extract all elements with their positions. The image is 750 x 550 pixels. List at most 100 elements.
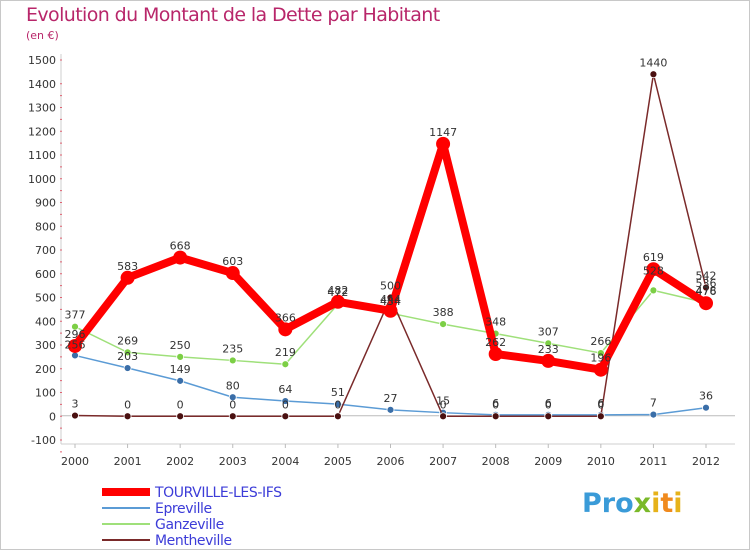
- data-point: [646, 262, 661, 277]
- x-tick-label: 2005: [324, 455, 352, 468]
- data-label: 1147: [429, 126, 457, 139]
- data-point: [330, 294, 345, 309]
- data-label: 0: [229, 398, 236, 411]
- data-label: 482: [327, 284, 348, 297]
- data-point: [281, 412, 290, 421]
- data-point: [702, 283, 710, 292]
- data-label: 603: [222, 255, 243, 268]
- data-point: [702, 403, 710, 412]
- chart-subtitle: (en €): [26, 29, 59, 42]
- data-point: [176, 352, 185, 361]
- data-label: 6: [545, 397, 552, 410]
- data-label: 583: [117, 260, 138, 273]
- y-tick-label: 800: [35, 220, 56, 233]
- y-tick-label: 200: [35, 363, 56, 376]
- data-label: 250: [170, 339, 191, 352]
- legend-label: Mentheville: [155, 533, 232, 549]
- data-point: [334, 400, 342, 409]
- data-point: [491, 412, 500, 421]
- y-tick-label: 900: [35, 197, 56, 210]
- data-point: [281, 397, 290, 405]
- data-point: [123, 364, 132, 372]
- y-tick-label: 1200: [28, 125, 56, 138]
- x-tick-label: 2002: [166, 455, 194, 468]
- data-point: [439, 412, 447, 421]
- x-tick-label: 2001: [114, 455, 142, 468]
- data-label: 0: [597, 398, 604, 411]
- data-point: [278, 322, 293, 337]
- data-point: [71, 351, 79, 360]
- data-label: 64: [278, 383, 292, 396]
- x-tick-label: 2011: [639, 455, 667, 468]
- data-label: 0: [492, 398, 499, 411]
- y-tick-label: -100: [31, 434, 56, 447]
- data-point: [173, 250, 188, 265]
- x-tick-label: 2003: [219, 455, 247, 468]
- data-label: 3: [72, 398, 79, 411]
- data-point: [281, 360, 290, 369]
- y-tick-label: 400: [35, 315, 56, 328]
- data-label: 0: [282, 398, 289, 411]
- data-label: 6: [597, 397, 604, 410]
- data-label: 80: [226, 379, 240, 392]
- data-point: [436, 136, 451, 151]
- data-point: [71, 411, 79, 420]
- y-tick-label: 500: [35, 292, 56, 305]
- data-label: 307: [538, 325, 559, 338]
- data-label: 6: [492, 397, 499, 410]
- data-label: 149: [170, 363, 191, 376]
- data-point: [176, 412, 185, 421]
- x-tick-label: 2007: [429, 455, 457, 468]
- x-tick-label: 2010: [587, 455, 615, 468]
- y-tick-label: 1400: [28, 78, 56, 91]
- data-point: [383, 303, 398, 318]
- x-tick-label: 2008: [482, 455, 510, 468]
- data-point: [544, 412, 553, 421]
- data-label: 219: [275, 346, 296, 359]
- y-tick-label: 0: [49, 410, 56, 423]
- data-label: 542: [696, 270, 717, 283]
- y-tick-label: 1300: [28, 102, 56, 115]
- data-point: [649, 70, 658, 79]
- data-label: 434: [380, 295, 401, 308]
- data-label: 233: [538, 343, 559, 356]
- data-label: 348: [485, 316, 506, 329]
- data-point: [68, 338, 82, 353]
- data-point: [699, 296, 713, 311]
- legend-label: Ganzeville: [155, 517, 224, 533]
- y-tick-label: 1000: [28, 173, 56, 186]
- data-point: [593, 362, 608, 377]
- data-label: 15: [436, 395, 450, 408]
- data-point: [488, 347, 503, 362]
- y-tick-label: 300: [35, 339, 56, 352]
- data-point: [176, 376, 185, 385]
- data-label: 536: [696, 277, 717, 290]
- data-point: [228, 412, 237, 421]
- data-label: 27: [384, 392, 398, 405]
- data-label: 0: [545, 398, 552, 411]
- data-point: [541, 353, 556, 368]
- data-label: 36: [699, 390, 713, 403]
- data-point: [120, 270, 135, 285]
- data-label: 444: [380, 293, 401, 306]
- y-tick-label: 600: [35, 268, 56, 281]
- data-label: 668: [170, 240, 191, 253]
- x-tick-label: 2004: [271, 455, 299, 468]
- data-point: [439, 320, 447, 329]
- data-label: 388: [433, 306, 454, 319]
- data-label: 476: [696, 285, 717, 298]
- data-point: [596, 412, 605, 421]
- data-label: 296: [65, 328, 86, 341]
- data-label: 262: [485, 336, 506, 349]
- data-label: 266: [590, 335, 611, 348]
- data-label: 0: [124, 398, 131, 411]
- data-label: 500: [380, 280, 401, 293]
- x-tick-label: 2012: [692, 455, 720, 468]
- data-label: 203: [117, 350, 138, 363]
- data-label: 0: [334, 398, 341, 411]
- legend-label: Epreville: [155, 501, 212, 517]
- data-point: [649, 410, 658, 419]
- data-label: 472: [327, 286, 348, 299]
- chart-title: Evolution du Montant de la Dette par Hab…: [26, 4, 440, 26]
